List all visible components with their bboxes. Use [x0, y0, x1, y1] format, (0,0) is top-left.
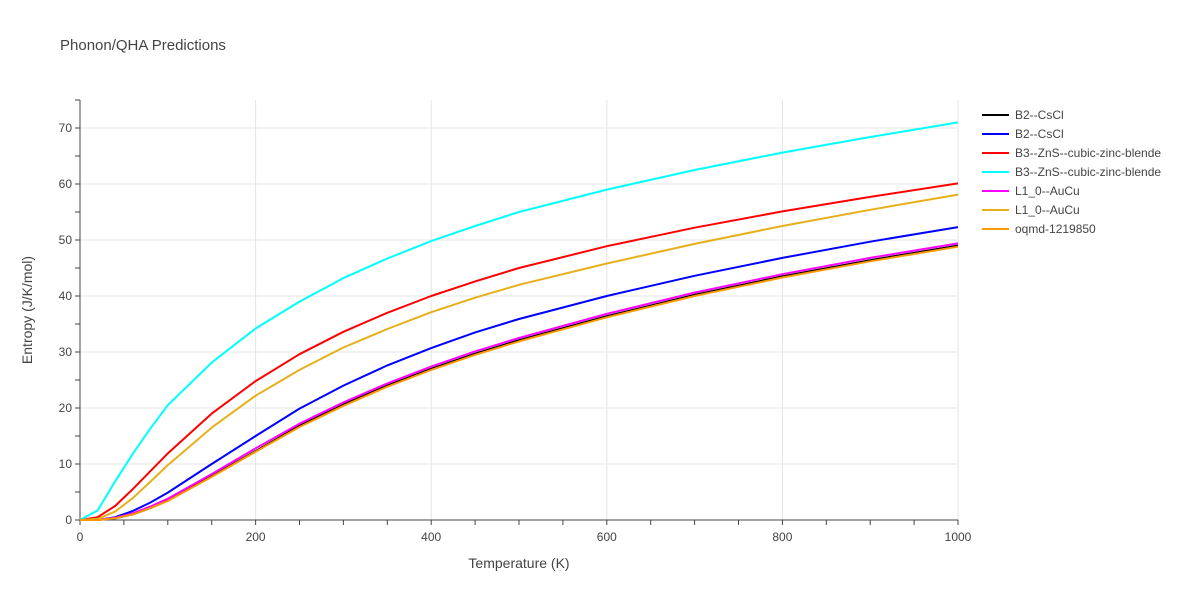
chart-title: Phonon/QHA Predictions: [60, 37, 226, 54]
series-line: [79, 193, 959, 521]
x-tick-label: 1000: [945, 530, 972, 544]
legend-label: L1_0--AuCu: [1015, 203, 1080, 217]
x-tick-label: 0: [77, 530, 84, 544]
series-line: [80, 244, 959, 521]
y-tick-label: 20: [59, 401, 73, 415]
y-tick-label: 40: [59, 289, 73, 303]
legend-item[interactable]: B3--ZnS--cubic-zinc-blende: [982, 146, 1161, 160]
y-tick-label: 60: [59, 177, 73, 191]
series-line: [79, 121, 959, 521]
legend-label: oqmd-1219850: [1015, 222, 1096, 236]
y-tick-label: 70: [59, 121, 73, 135]
grid-layer: [80, 100, 959, 520]
legend-label: B2--CsCl: [1015, 108, 1064, 122]
legend-label: B3--ZnS--cubic-zinc-blende: [1015, 165, 1161, 179]
legend-item[interactable]: B2--CsCl: [982, 127, 1064, 141]
x-tick-label: 200: [246, 530, 266, 544]
x-tick-label: 800: [772, 530, 792, 544]
legend-item[interactable]: B3--ZnS--cubic-zinc-blende: [982, 165, 1161, 179]
series-line: [80, 245, 959, 521]
legend[interactable]: B2--CsCl B2--CsCl B3--ZnS--cubic-zinc-blen…: [982, 108, 1161, 236]
series-layer: [79, 121, 959, 521]
x-axis-label: Temperature (K): [468, 555, 569, 571]
series-line: [79, 182, 959, 521]
y-tick-label: 0: [65, 513, 72, 527]
y-tick-label: 50: [59, 233, 73, 247]
y-tick-label: 10: [59, 457, 73, 471]
series-line: [80, 226, 959, 521]
axis-layer: 0 200 400 600 800 1000 0 10 20 30 40 50 60 70: [59, 99, 972, 544]
x-tick-label: 400: [421, 530, 441, 544]
legend-item[interactable]: oqmd-1219850: [982, 222, 1096, 236]
y-axis-label: Entropy (J/K/mol): [19, 256, 35, 364]
legend-item[interactable]: B2--CsCl: [982, 108, 1064, 122]
series-line: [80, 242, 959, 521]
x-tick-label: 600: [597, 530, 617, 544]
legend-label: B3--ZnS--cubic-zinc-blende: [1015, 146, 1161, 160]
legend-label: L1_0--AuCu: [1015, 184, 1080, 198]
legend-item[interactable]: L1_0--AuCu: [982, 203, 1080, 217]
y-tick-label: 30: [59, 345, 73, 359]
legend-label: B2--CsCl: [1015, 127, 1064, 141]
legend-item[interactable]: L1_0--AuCu: [982, 184, 1080, 198]
